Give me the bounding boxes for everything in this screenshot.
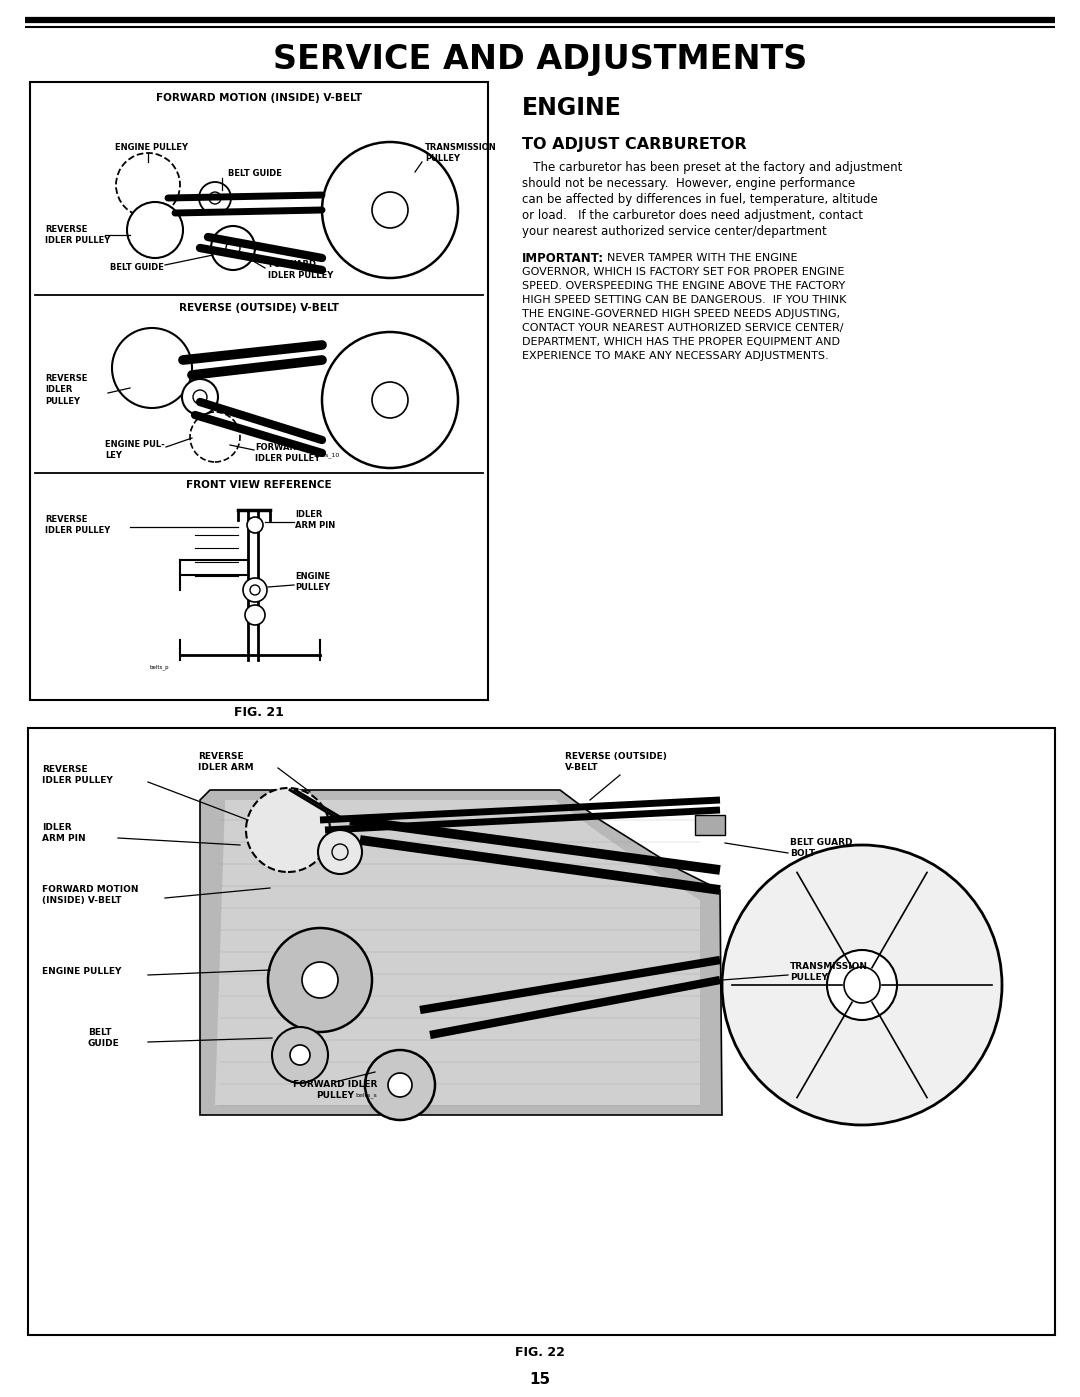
Text: FORWARD
IDLER PULLEY: FORWARD IDLER PULLEY bbox=[255, 443, 321, 462]
Text: belts_s: belts_s bbox=[355, 1092, 377, 1098]
Text: SERVICE AND ADJUSTMENTS: SERVICE AND ADJUSTMENTS bbox=[273, 43, 807, 77]
Circle shape bbox=[199, 182, 231, 214]
Text: BELT
GUIDE: BELT GUIDE bbox=[87, 1028, 120, 1048]
Circle shape bbox=[268, 928, 372, 1032]
Circle shape bbox=[190, 412, 240, 462]
Circle shape bbox=[112, 328, 192, 408]
Text: or load.   If the carburetor does need adjustment, contact: or load. If the carburetor does need adj… bbox=[522, 210, 863, 222]
Text: DEPARTMENT, WHICH HAS THE PROPER EQUIPMENT AND: DEPARTMENT, WHICH HAS THE PROPER EQUIPME… bbox=[522, 337, 840, 346]
Polygon shape bbox=[200, 789, 723, 1115]
Text: ENGINE PULLEY: ENGINE PULLEY bbox=[114, 144, 188, 152]
Circle shape bbox=[302, 963, 338, 997]
Text: FORWARD IDLER
PULLEY: FORWARD IDLER PULLEY bbox=[293, 1080, 377, 1099]
Text: FIG. 21: FIG. 21 bbox=[234, 705, 284, 718]
Text: BELT GUIDE: BELT GUIDE bbox=[110, 263, 164, 271]
Circle shape bbox=[246, 788, 330, 872]
Text: FRONT VIEW REFERENCE: FRONT VIEW REFERENCE bbox=[186, 481, 332, 490]
Text: REVERSE (OUTSIDE) V-BELT: REVERSE (OUTSIDE) V-BELT bbox=[179, 303, 339, 313]
Text: ENGINE
PULLEY: ENGINE PULLEY bbox=[295, 571, 330, 592]
Text: FORWARD
IDLER PULLEY: FORWARD IDLER PULLEY bbox=[268, 260, 334, 279]
Bar bbox=[696, 814, 725, 835]
Circle shape bbox=[272, 1027, 328, 1083]
Text: SPEED. OVERSPEEDING THE ENGINE ABOVE THE FACTORY: SPEED. OVERSPEEDING THE ENGINE ABOVE THE… bbox=[522, 281, 846, 291]
Text: FIG. 22: FIG. 22 bbox=[515, 1345, 565, 1358]
Text: The carburetor has been preset at the factory and adjustment: The carburetor has been preset at the fa… bbox=[522, 162, 903, 175]
Circle shape bbox=[116, 154, 180, 217]
Text: belts_10: belts_10 bbox=[313, 453, 339, 458]
Circle shape bbox=[211, 226, 255, 270]
Text: CONTACT YOUR NEAREST AUTHORIZED SERVICE CENTER/: CONTACT YOUR NEAREST AUTHORIZED SERVICE … bbox=[522, 323, 843, 332]
Text: GOVERNOR, WHICH IS FACTORY SET FOR PROPER ENGINE: GOVERNOR, WHICH IS FACTORY SET FOR PROPE… bbox=[522, 267, 845, 277]
Text: IDLER
ARM PIN: IDLER ARM PIN bbox=[295, 510, 335, 529]
Text: your nearest authorized service center/department: your nearest authorized service center/d… bbox=[522, 225, 827, 239]
Text: REVERSE
IDLER PULLEY: REVERSE IDLER PULLEY bbox=[42, 766, 112, 785]
Circle shape bbox=[291, 1045, 310, 1065]
Circle shape bbox=[247, 517, 264, 534]
Circle shape bbox=[245, 605, 265, 624]
Bar bbox=[28, 728, 1055, 1336]
Text: NEVER TAMPER WITH THE ENGINE: NEVER TAMPER WITH THE ENGINE bbox=[600, 253, 797, 263]
Circle shape bbox=[723, 845, 1002, 1125]
Text: belts_p: belts_p bbox=[150, 664, 170, 669]
Polygon shape bbox=[215, 800, 700, 1105]
Bar bbox=[30, 82, 488, 700]
Circle shape bbox=[243, 578, 267, 602]
Text: IMPORTANT:: IMPORTANT: bbox=[522, 251, 604, 264]
Text: REVERSE
IDLER ARM: REVERSE IDLER ARM bbox=[198, 752, 254, 773]
Text: 15: 15 bbox=[529, 1372, 551, 1387]
Text: EXPERIENCE TO MAKE ANY NECESSARY ADJUSTMENTS.: EXPERIENCE TO MAKE ANY NECESSARY ADJUSTM… bbox=[522, 351, 828, 360]
Circle shape bbox=[183, 379, 218, 415]
Text: HIGH SPEED SETTING CAN BE DANGEROUS.  IF YOU THINK: HIGH SPEED SETTING CAN BE DANGEROUS. IF … bbox=[522, 295, 847, 305]
Circle shape bbox=[388, 1073, 411, 1097]
Text: can be affected by differences in fuel, temperature, altitude: can be affected by differences in fuel, … bbox=[522, 194, 878, 207]
Circle shape bbox=[365, 1051, 435, 1120]
Text: REVERSE
IDLER PULLEY: REVERSE IDLER PULLEY bbox=[45, 515, 110, 535]
Circle shape bbox=[322, 142, 458, 278]
Text: should not be necessary.  However, engine performance: should not be necessary. However, engine… bbox=[522, 177, 855, 190]
Text: THE ENGINE-GOVERNED HIGH SPEED NEEDS ADJUSTING,: THE ENGINE-GOVERNED HIGH SPEED NEEDS ADJ… bbox=[522, 309, 840, 319]
Text: TO ADJUST CARBURETOR: TO ADJUST CARBURETOR bbox=[522, 137, 746, 152]
Circle shape bbox=[843, 967, 880, 1003]
Text: TRANSMISSION
PULLEY: TRANSMISSION PULLEY bbox=[789, 963, 868, 982]
Circle shape bbox=[127, 203, 183, 258]
Text: ENGINE: ENGINE bbox=[522, 96, 622, 120]
Text: REVERSE (OUTSIDE)
V-BELT: REVERSE (OUTSIDE) V-BELT bbox=[565, 752, 666, 773]
Text: ENGINE PUL-
LEY: ENGINE PUL- LEY bbox=[105, 440, 165, 460]
Circle shape bbox=[827, 950, 897, 1020]
Circle shape bbox=[318, 830, 362, 875]
Text: REVERSE
IDLER PULLEY: REVERSE IDLER PULLEY bbox=[45, 225, 110, 244]
Text: TRANSMISSION
PULLEY: TRANSMISSION PULLEY bbox=[426, 142, 497, 163]
Text: FORWARD MOTION
(INSIDE) V-BELT: FORWARD MOTION (INSIDE) V-BELT bbox=[42, 884, 138, 905]
Text: BELT GUIDE: BELT GUIDE bbox=[228, 169, 282, 177]
Text: ENGINE PULLEY: ENGINE PULLEY bbox=[42, 968, 121, 977]
Text: REVERSE
IDLER
PULLEY: REVERSE IDLER PULLEY bbox=[45, 374, 87, 405]
Circle shape bbox=[322, 332, 458, 468]
Text: BELT GUARD
BOLT: BELT GUARD BOLT bbox=[789, 838, 852, 858]
Text: IDLER
ARM PIN: IDLER ARM PIN bbox=[42, 823, 85, 842]
Text: FORWARD MOTION (INSIDE) V-BELT: FORWARD MOTION (INSIDE) V-BELT bbox=[156, 94, 362, 103]
